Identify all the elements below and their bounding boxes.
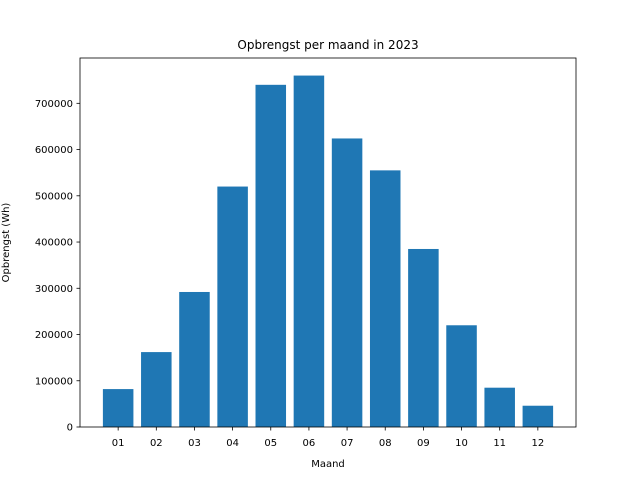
x-tick-label: 04	[226, 438, 239, 449]
y-tick-label: 300000	[35, 284, 73, 295]
bar-10	[446, 325, 477, 427]
bars	[102, 75, 554, 428]
x-tick-label: 02	[150, 438, 163, 449]
bar-05	[255, 84, 287, 427]
bar-02	[141, 352, 172, 427]
y-tick-label: 600000	[35, 145, 73, 156]
bar-01	[102, 389, 134, 427]
y-tick-label: 500000	[35, 191, 73, 202]
x-tick-label: 10	[455, 438, 468, 449]
bar-11	[484, 387, 515, 427]
bar-08	[369, 170, 401, 427]
x-tick-label: 11	[493, 438, 506, 449]
x-tick-label: 12	[531, 438, 544, 449]
bar-12	[522, 405, 554, 427]
y-tick-label: 200000	[35, 330, 73, 341]
x-axis-ticks: 01 02 03 04 05 06 07 08 09 10 11 12	[112, 427, 544, 449]
y-axis-ticks: 0 100000 200000 300000 400000 500000 600000 700…	[35, 99, 80, 434]
x-tick-label: 06	[303, 438, 316, 449]
bar-07	[331, 138, 363, 427]
y-tick-label: 0	[67, 423, 73, 434]
x-tick-label: 08	[379, 438, 392, 449]
x-tick-label: 01	[112, 438, 125, 449]
x-tick-label: 03	[188, 438, 201, 449]
bar-04	[217, 186, 248, 427]
bar-06	[293, 75, 325, 428]
chart-title: Opbrengst per maand in 2023	[237, 38, 418, 52]
y-tick-label: 700000	[35, 99, 73, 110]
y-tick-label: 400000	[35, 238, 73, 249]
y-tick-label: 100000	[35, 376, 73, 387]
bar-09	[408, 248, 439, 427]
y-axis-label: Opbrengst (Wh)	[1, 203, 12, 283]
x-tick-label: 07	[341, 438, 354, 449]
plot-frame	[79, 57, 577, 428]
x-tick-label: 05	[264, 438, 277, 449]
x-axis-label: Maand	[311, 459, 345, 470]
x-tick-label: 09	[417, 438, 430, 449]
bar-03	[179, 291, 210, 427]
